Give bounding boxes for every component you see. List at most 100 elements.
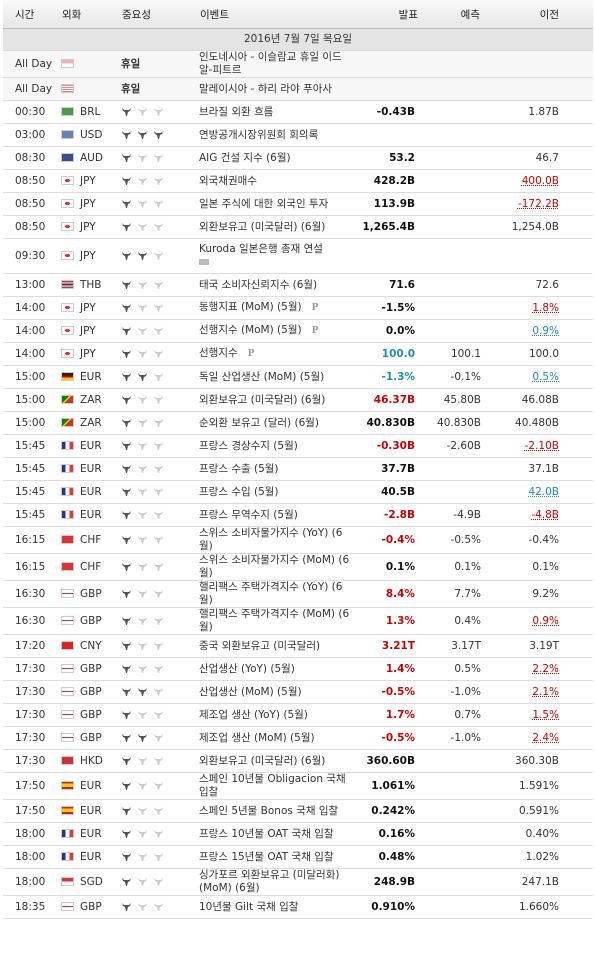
actual-value: 0.242% [371,804,415,817]
event-name: 싱가포르 외환보유고 (미달러화) (MoM) (6월) [199,869,340,894]
importance-cell [121,100,199,124]
importance-cell [121,799,199,823]
actual-cell: 0.16% [359,822,419,846]
bull-icon [153,418,164,427]
time-cell: 16:30 [3,607,61,635]
previous-cell: -4.8B [481,503,593,527]
actual-cell: 37.7B [359,457,419,481]
previous-cell: 0.591% [481,799,593,823]
event-cell: 일본 주식에 대한 외국인 투자 [199,192,359,216]
actual-value: 428.2B [373,174,415,187]
currency-code: GBP [80,900,102,913]
currency-code: JPY [80,324,96,337]
previous-value: 0.40% [525,827,559,840]
flag-icon [61,303,74,312]
previous-value: 37.1B [528,462,559,475]
event-name: 프랑스 수입 (5월) [199,485,279,498]
flag-icon [61,664,74,673]
bull-icon [121,418,132,427]
bull-icon [121,781,132,790]
actual-cell: 53.2 [359,146,419,170]
time-cell: All Day [3,77,61,101]
importance-bulls [121,615,169,627]
actual-value: 360.60B [366,754,415,767]
event-name: 10년물 Gilt 국채 입찰 [199,900,299,913]
preliminary-marker: P [311,303,319,313]
currency-code: EUR [80,779,102,792]
event-cell: 외국채권매수 [199,169,359,193]
importance-cell [121,526,199,554]
bull-icon [137,280,148,289]
importance-bulls [121,732,169,744]
holiday-label: 휴일 [121,57,141,70]
previous-value: -172.2B [517,197,559,210]
event-cell: 프랑스 15년물 OAT 국채 입찰 [199,845,359,869]
previous-value: 9.2% [532,587,559,600]
bull-icon [137,710,148,719]
event-name: 외환보유고 (미국달러) (6월) [199,220,326,233]
event-name: 동행지표 (MoM) (5월) [199,301,302,313]
previous-value: 1.8% [532,301,559,314]
currency-cell: EUR [61,365,121,389]
currency-code: CHF [80,560,102,573]
bull-icon [121,130,132,139]
bull-icon [153,395,164,404]
column-header: 시간 [3,0,61,29]
forecast-cell [419,868,481,896]
event-cell: 선행지수 (MoM) (5월) P [199,319,359,343]
event-row: 17:20 CNY 중국 외환보유고 (미국달러) 3.21T 3.17T 3.19T [3,634,593,658]
currency-code: EUR [80,439,102,452]
forecast-value: 0.1% [454,560,481,573]
bull-icon [137,562,148,571]
bull-icon [137,829,148,838]
importance-bulls [121,371,169,383]
importance-cell [121,480,199,504]
importance-cell [121,319,199,343]
event-name: 핼리팩스 주택가격지수 (YoY) (6월) [199,581,343,606]
time-cell: 17:50 [3,772,61,800]
previous-cell: 1,254.0B [481,215,593,239]
importance-cell [121,845,199,869]
event-row: 15:00 EUR 독일 산업생산 (MoM) (5월) -1.3% -0.1% 0.5% [3,365,593,389]
time-cell: 17:30 [3,657,61,681]
currency-code: EUR [80,485,102,498]
event-name: 외환보유고 (미국달러) (6월) [199,393,326,406]
importance-bulls [121,588,169,600]
bull-icon [153,535,164,544]
importance-cell [121,411,199,435]
bull-icon [153,326,164,335]
importance-bulls [121,486,169,498]
currency-code: GBP [80,685,102,698]
time-cell: 18:00 [3,822,61,846]
event-cell: 선행지수 P [199,342,359,366]
bull-icon [121,464,132,473]
actual-cell: -0.43B [359,100,419,124]
importance-bulls [121,198,169,210]
flag-icon [61,418,74,427]
previous-cell: 3.19T [481,634,593,658]
bull-icon [121,107,132,116]
actual-cell [359,77,419,101]
event-cell: 연방공개시장위원회 회의록 [199,123,359,147]
bull-icon [153,510,164,519]
flag-icon [61,59,74,68]
importance-bulls [121,755,169,767]
forecast-cell [419,749,481,773]
currency-code: BRL [80,105,101,118]
event-name: 스위스 소비자물가지수 (YoY) (6월) [199,527,343,552]
currency-cell: JPY [61,342,121,366]
flag-icon [61,710,74,719]
currency-cell: THB [61,273,121,297]
bull-icon [121,852,132,861]
previous-value: 0.9% [532,614,559,627]
actual-cell [359,238,419,274]
previous-cell: 2.1% [481,680,593,704]
importance-bulls [121,417,169,429]
previous-value: 360.30B [515,754,559,767]
importance-bulls [121,663,169,675]
bull-icon [153,616,164,625]
importance-cell: 휴일 [121,77,199,101]
holiday-label: 휴일 [121,82,141,95]
previous-value: 1,254.0B [511,220,559,233]
importance-cell [121,388,199,412]
